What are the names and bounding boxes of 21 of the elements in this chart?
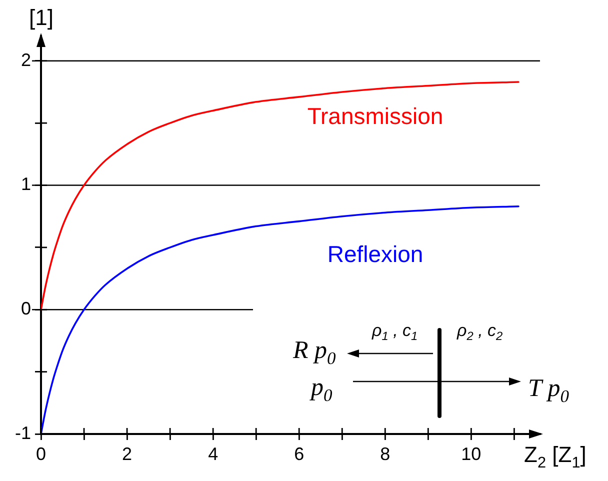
line-series xyxy=(41,81,520,311)
series-label: Transmission xyxy=(307,103,444,130)
x-tick-label: 8 xyxy=(380,444,390,464)
y-axis-title: [1] xyxy=(29,5,54,30)
y-tick-label: -1 xyxy=(14,422,31,443)
annotation: T p$_{0}$ xyxy=(528,375,569,406)
y-tick-label: 2 xyxy=(20,50,31,70)
x-axis-title: Z$_{2}$ [Z$_{1}$] xyxy=(524,442,586,472)
annotation: ρ$_{2}$ , c$_{2}$ xyxy=(457,321,503,344)
annotation: ρ$_{1}$ , c$_{1}$ xyxy=(372,321,418,344)
line-series xyxy=(41,205,520,434)
series-label: Reflexion xyxy=(327,241,424,268)
y-tick-label: 1 xyxy=(20,174,31,194)
x-tick-label: 0 xyxy=(36,444,46,464)
x-tick-label: 6 xyxy=(294,444,304,464)
y-tick-label: 0 xyxy=(20,298,31,319)
x-tick-label: 10 xyxy=(461,444,482,464)
x-tick-label: 2 xyxy=(122,444,132,464)
annotation: R p$_{0}$ xyxy=(293,337,336,368)
x-tick-label: 4 xyxy=(208,444,218,464)
annotation: p$_{0}$ xyxy=(311,374,332,406)
